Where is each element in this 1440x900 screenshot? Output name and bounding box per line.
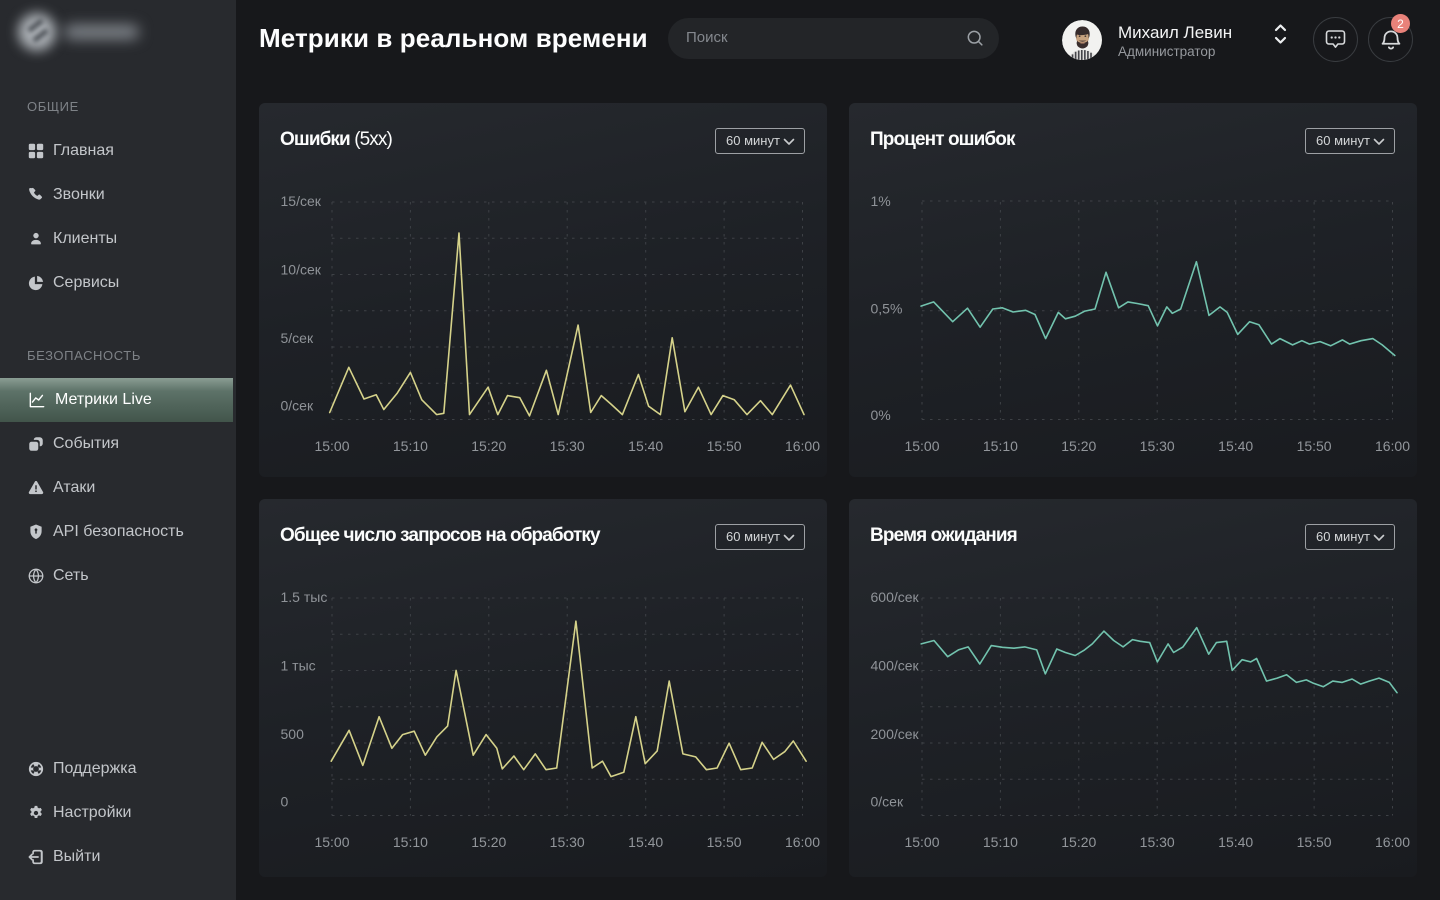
svg-text:16:00: 16:00	[1375, 834, 1410, 850]
svg-text:500: 500	[281, 726, 305, 742]
svg-text:15:00: 15:00	[314, 438, 349, 454]
svg-text:15:20: 15:20	[471, 438, 506, 454]
svg-text:15:30: 15:30	[550, 834, 585, 850]
svg-text:15:50: 15:50	[707, 438, 742, 454]
svg-text:1%: 1%	[871, 193, 891, 209]
svg-text:15:40: 15:40	[1218, 834, 1253, 850]
svg-text:400/сек: 400/сек	[871, 658, 920, 674]
svg-text:0%: 0%	[871, 407, 891, 423]
svg-text:600/сек: 600/сек	[871, 589, 920, 605]
svg-text:15:30: 15:30	[1140, 834, 1175, 850]
svg-text:15:40: 15:40	[628, 834, 663, 850]
svg-text:16:00: 16:00	[1375, 438, 1410, 454]
svg-text:15:50: 15:50	[1297, 834, 1332, 850]
svg-text:15:20: 15:20	[471, 834, 506, 850]
svg-text:15:30: 15:30	[550, 438, 585, 454]
svg-text:15:40: 15:40	[1218, 438, 1253, 454]
svg-text:16:00: 16:00	[785, 834, 820, 850]
svg-text:15:10: 15:10	[983, 438, 1018, 454]
svg-text:15:20: 15:20	[1061, 438, 1096, 454]
svg-text:15:50: 15:50	[707, 834, 742, 850]
svg-text:0/сек: 0/сек	[871, 794, 904, 810]
svg-text:200/сек: 200/сек	[871, 726, 920, 742]
svg-text:15:20: 15:20	[1061, 834, 1096, 850]
svg-text:15:00: 15:00	[904, 438, 939, 454]
svg-text:1.5 тыс: 1.5 тыс	[281, 589, 328, 605]
svg-text:15:10: 15:10	[393, 438, 428, 454]
svg-text:15:10: 15:10	[983, 834, 1018, 850]
svg-text:15:30: 15:30	[1140, 438, 1175, 454]
svg-text:10/сек: 10/сек	[281, 262, 322, 278]
svg-text:15:40: 15:40	[628, 438, 663, 454]
svg-text:0: 0	[281, 794, 289, 810]
svg-text:5/сек: 5/сек	[281, 330, 314, 346]
svg-text:0/сек: 0/сек	[281, 398, 314, 414]
svg-text:1 тыс: 1 тыс	[281, 658, 316, 674]
svg-text:15:10: 15:10	[393, 834, 428, 850]
svg-text:0,5%: 0,5%	[871, 301, 903, 317]
svg-text:15:00: 15:00	[904, 834, 939, 850]
svg-text:15:50: 15:50	[1297, 438, 1332, 454]
svg-text:15:00: 15:00	[314, 834, 349, 850]
svg-text:16:00: 16:00	[785, 438, 820, 454]
svg-text:15/сек: 15/сек	[281, 193, 322, 209]
